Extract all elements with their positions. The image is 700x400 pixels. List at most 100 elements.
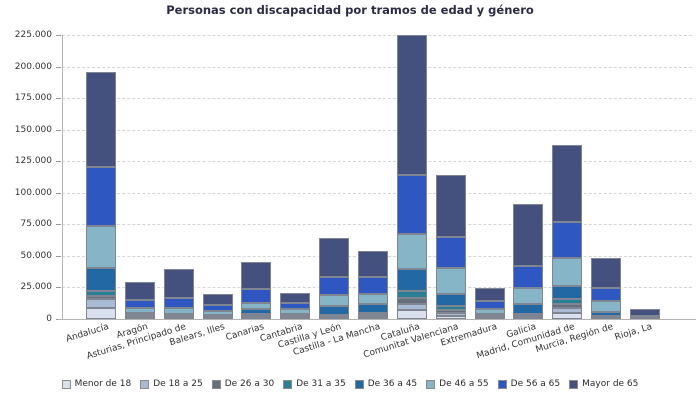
bar-segment-de-36-a-45-castilla-y-leon[interactable] — [319, 306, 350, 315]
bar-segment-de-36-a-45-balears-illes[interactable] — [202, 314, 233, 317]
legend-item-de-36-a-45[interactable]: De 36 a 45 — [354, 379, 417, 389]
bar-segment-de-36-a-45-andalucia[interactable] — [86, 267, 116, 291]
bar-segment-de-46-a-55-andalucia[interactable] — [86, 225, 116, 268]
bar-segment-de-36-a-45-castilla-la-mancha[interactable] — [357, 304, 388, 314]
bar-segment-mayor-de-65-murcia-region-de[interactable] — [591, 258, 622, 288]
bar-segment-menor-de-18-andalucia[interactable] — [86, 307, 116, 319]
legend-item-de-56-a-65[interactable]: De 56 a 65 — [497, 379, 561, 389]
bar-segment-mayor-de-65-asturias-principado-de[interactable] — [163, 269, 194, 299]
bar-segment-de-56-a-65-balears-illes[interactable] — [202, 305, 233, 311]
bar-segment-de-46-a-55-cataluna[interactable] — [396, 233, 427, 269]
bar-segment-mayor-de-65-galicia[interactable] — [513, 203, 544, 266]
bar-segment-de-36-a-45-aragon[interactable] — [124, 312, 155, 315]
bar-segment-de-36-a-45-murcia-region-de[interactable] — [591, 311, 622, 317]
legend-swatch-mayor-de-65 — [569, 379, 579, 389]
bar-segment-de-31-a-35-galicia[interactable] — [513, 313, 544, 316]
bar-segment-de-18-a-25-madrid-comunidad-de[interactable] — [552, 307, 583, 314]
bar-segment-de-56-a-65-andalucia[interactable] — [86, 167, 116, 226]
bar-segment-de-26-a-30-cataluna[interactable] — [396, 297, 427, 304]
bar-segment-mayor-de-65-madrid-comunidad-de[interactable] — [552, 145, 583, 222]
bar-segment-de-46-a-55-cantabria[interactable] — [280, 309, 311, 315]
bar-segment-de-18-a-25-comunitat-valenciana[interactable] — [435, 312, 466, 317]
y-tick-label: 150.000 — [14, 124, 52, 135]
bar-segment-de-36-a-45-cataluna[interactable] — [396, 268, 427, 292]
bar-segment-mayor-de-65-cantabria[interactable] — [280, 293, 311, 303]
bar-segment-menor-de-18-madrid-comunidad-de[interactable] — [552, 313, 583, 319]
legend-item-de-18-a-25[interactable]: De 18 a 25 — [140, 379, 203, 389]
bar-segment-de-56-a-65-castilla-y-leon[interactable] — [319, 276, 350, 295]
bar-segment-de-56-a-65-castilla-la-mancha[interactable] — [357, 276, 388, 294]
bar-segment-de-56-a-65-cataluna[interactable] — [396, 175, 427, 234]
bar-segment-de-36-a-45-comunitat-valenciana[interactable] — [435, 294, 466, 306]
bar-segment-de-36-a-45-madrid-comunidad-de[interactable] — [552, 285, 583, 300]
legend-item-de-46-a-55[interactable]: De 46 a 55 — [426, 379, 489, 389]
bar-segment-de-18-a-25-cataluna[interactable] — [396, 303, 427, 310]
bar-segment-de-56-a-65-comunitat-valenciana[interactable] — [435, 237, 466, 269]
bar-segment-menor-de-18-cataluna[interactable] — [396, 309, 427, 319]
bar-segment-de-31-a-35-andalucia[interactable] — [86, 290, 116, 296]
bar-asturias-principado-de — [163, 269, 194, 319]
bar-segment-de-56-a-65-rioja-la[interactable] — [629, 315, 660, 318]
gridline — [62, 224, 692, 226]
y-tick-label: 75.000 — [20, 219, 53, 230]
legend-label: De 56 a 65 — [510, 379, 561, 389]
bar-segment-de-56-a-65-extremadura[interactable] — [474, 300, 505, 310]
bar-segment-mayor-de-65-castilla-la-mancha[interactable] — [357, 251, 388, 277]
bar-segment-de-46-a-55-aragon[interactable] — [124, 307, 155, 313]
bar-segment-menor-de-18-castilla-la-mancha[interactable] — [357, 317, 388, 319]
bar-segment-mayor-de-65-andalucia[interactable] — [86, 71, 116, 168]
bar-canarias — [241, 261, 272, 319]
bar-segment-de-31-a-35-castilla-y-leon[interactable] — [319, 314, 350, 317]
y-tick-label: 125.000 — [14, 156, 52, 167]
bar-segment-de-46-a-55-castilla-y-leon[interactable] — [319, 294, 350, 306]
bar-segment-de-56-a-65-galicia[interactable] — [513, 265, 544, 289]
bar-segment-de-46-a-55-murcia-region-de[interactable] — [591, 300, 622, 312]
legend-item-menor-de-18[interactable]: Menor de 18 — [61, 379, 131, 389]
bar-segment-de-31-a-35-comunitat-valenciana[interactable] — [435, 306, 466, 311]
bar-segment-de-26-a-30-andalucia[interactable] — [86, 295, 116, 300]
legend-item-mayor-de-65[interactable]: Mayor de 65 — [569, 379, 638, 389]
y-axis-line — [62, 35, 63, 319]
bar-segment-mayor-de-65-canarias[interactable] — [241, 261, 272, 289]
bar-galicia — [513, 203, 544, 319]
bar-segment-de-26-a-30-madrid-comunidad-de[interactable] — [552, 304, 583, 308]
bar-segment-de-46-a-55-extremadura[interactable] — [474, 309, 505, 315]
bar-segment-mayor-de-65-castilla-y-leon[interactable] — [319, 238, 350, 277]
bar-segment-de-56-a-65-canarias[interactable] — [241, 288, 272, 303]
y-tick-mark — [56, 35, 61, 36]
bar-segment-de-31-a-35-castilla-la-mancha[interactable] — [357, 313, 388, 316]
bar-segment-de-36-a-45-galicia[interactable] — [513, 304, 544, 314]
bar-segment-de-31-a-35-canarias[interactable] — [241, 313, 272, 316]
bar-segment-mayor-de-65-cataluna[interactable] — [396, 35, 427, 176]
bar-segment-de-31-a-35-cataluna[interactable] — [396, 291, 427, 298]
bar-segment-de-46-a-55-canarias[interactable] — [241, 302, 272, 310]
bar-segment-de-36-a-45-extremadura[interactable] — [474, 314, 505, 317]
bar-segment-de-56-a-65-cantabria[interactable] — [280, 302, 311, 310]
bar-segment-de-46-a-55-balears-illes[interactable] — [202, 310, 233, 316]
bar-segment-de-26-a-30-comunitat-valenciana[interactable] — [435, 310, 466, 313]
bar-segment-de-31-a-35-madrid-comunidad-de[interactable] — [552, 299, 583, 305]
bar-segment-de-56-a-65-madrid-comunidad-de[interactable] — [552, 221, 583, 258]
bar-segment-de-56-a-65-aragon[interactable] — [124, 300, 155, 308]
bar-segment-mayor-de-65-extremadura[interactable] — [474, 288, 505, 301]
bar-segment-de-46-a-55-castilla-la-mancha[interactable] — [357, 293, 388, 305]
legend-item-de-31-a-35[interactable]: De 31 a 35 — [283, 379, 346, 389]
bar-segment-de-46-a-55-asturias-principado-de[interactable] — [163, 308, 194, 315]
bar-segment-de-46-a-55-comunitat-valenciana[interactable] — [435, 268, 466, 295]
bar-segment-de-56-a-65-murcia-region-de[interactable] — [591, 287, 622, 301]
bar-segment-mayor-de-65-rioja-la[interactable] — [629, 309, 660, 316]
bar-segment-de-56-a-65-asturias-principado-de[interactable] — [163, 298, 194, 309]
bar-segment-de-36-a-45-canarias[interactable] — [241, 309, 272, 315]
bar-segment-de-36-a-45-asturias-principado-de[interactable] — [163, 314, 194, 317]
y-tick-mark — [56, 98, 61, 100]
legend-item-de-26-a-30[interactable]: De 26 a 30 — [211, 379, 274, 389]
bar-segment-mayor-de-65-balears-illes[interactable] — [202, 293, 233, 306]
bar-segment-mayor-de-65-aragon[interactable] — [124, 281, 155, 301]
bar-segment-mayor-de-65-comunitat-valenciana[interactable] — [435, 175, 466, 238]
bar-segment-de-18-a-25-andalucia[interactable] — [86, 299, 116, 308]
bar-segment-menor-de-18-comunitat-valenciana[interactable] — [435, 316, 466, 319]
bar-murcia-region-de — [591, 258, 622, 319]
bar-segment-de-46-a-55-galicia[interactable] — [513, 288, 544, 305]
bar-segment-de-46-a-55-madrid-comunidad-de[interactable] — [552, 257, 583, 286]
legend-swatch-de-56-a-65 — [497, 379, 507, 389]
